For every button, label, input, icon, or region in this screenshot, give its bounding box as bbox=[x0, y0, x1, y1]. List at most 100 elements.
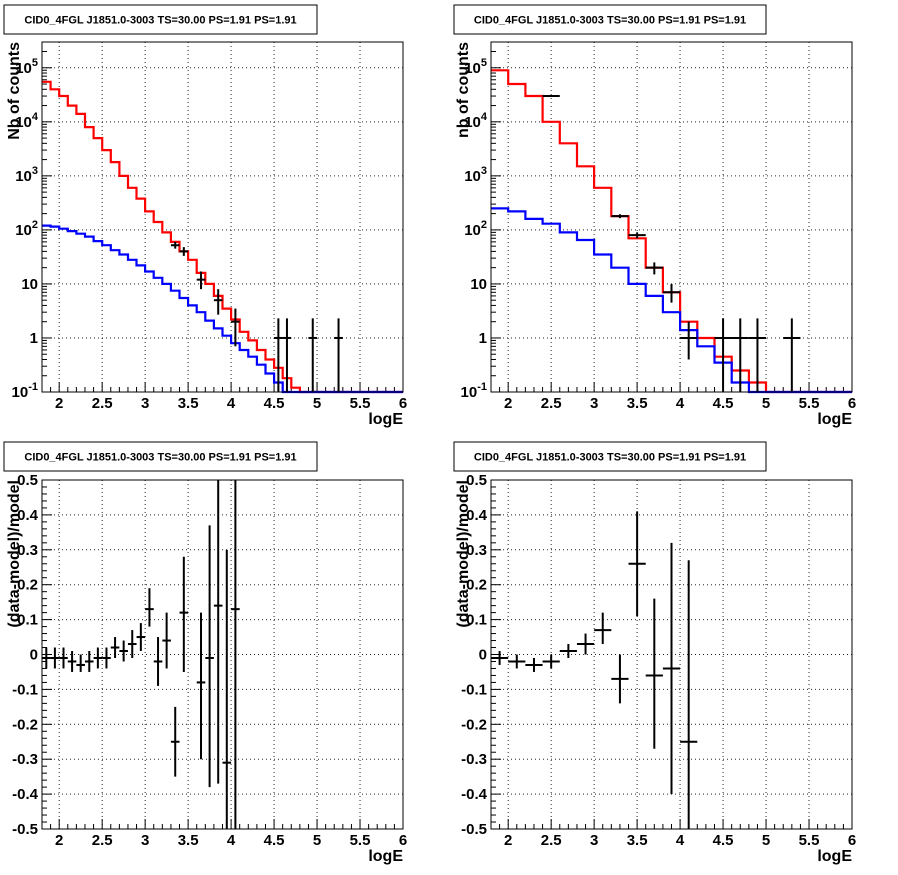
y-axis-title: (data-model)/model bbox=[455, 480, 472, 628]
x-tick-label: 4.5 bbox=[713, 832, 734, 849]
chart-title: CID0_4FGL J1851.0-3003 TS=30.00 PS=1.91 … bbox=[474, 15, 746, 27]
y-tick-label: 102 bbox=[15, 219, 38, 239]
data-point bbox=[67, 651, 77, 672]
data-point bbox=[680, 560, 698, 829]
data-point bbox=[145, 588, 154, 627]
x-tick-label: 5 bbox=[313, 395, 321, 412]
x-tick-label: 6 bbox=[848, 832, 856, 849]
x-tick-label: 2.5 bbox=[541, 395, 562, 412]
x-tick-label: 3.5 bbox=[627, 395, 648, 412]
data-point bbox=[491, 651, 509, 665]
x-tick-label: 3.5 bbox=[178, 832, 199, 849]
data-point bbox=[110, 637, 120, 658]
x-tick-label: 4.5 bbox=[713, 395, 734, 412]
x-tick-label: 2.5 bbox=[92, 395, 113, 412]
y-tick-label: 105 bbox=[464, 57, 487, 77]
data-point bbox=[231, 308, 240, 347]
y-tick-label: -0.4 bbox=[461, 786, 488, 803]
data-point bbox=[662, 283, 681, 303]
x-tick-label: 2 bbox=[55, 395, 63, 412]
y-tick-label: -0.3 bbox=[461, 751, 487, 768]
y-tick-label: -0.5 bbox=[461, 821, 487, 838]
chart-title: CID0_4FGL J1851.0-3003 TS=30.00 PS=1.91 … bbox=[474, 452, 746, 464]
title-box: CID0_4FGL J1851.0-3003 TS=30.00 PS=1.91 … bbox=[453, 441, 767, 472]
data-point bbox=[576, 633, 595, 655]
x-tick-label: 3.5 bbox=[627, 832, 648, 849]
y-tick-label: 0.3 bbox=[466, 542, 487, 559]
x-tick-label: 3 bbox=[590, 832, 598, 849]
x-axis-title: logE bbox=[817, 411, 852, 428]
y-tick-label: 10 bbox=[470, 276, 487, 293]
y-tick-label: 103 bbox=[15, 165, 38, 185]
y-tick-label: -0.5 bbox=[12, 821, 38, 838]
data-point bbox=[205, 525, 214, 788]
x-tick-label: 5 bbox=[313, 832, 321, 849]
data-point bbox=[196, 271, 206, 290]
data-point bbox=[783, 318, 801, 392]
data-point bbox=[196, 612, 206, 760]
x-tick-label: 3.5 bbox=[178, 395, 199, 412]
x-tick-label: 2 bbox=[55, 832, 63, 849]
data-point bbox=[525, 657, 543, 672]
grid bbox=[42, 42, 403, 392]
data-point bbox=[594, 612, 612, 645]
title-box: CID0_4FGL J1851.0-3003 TS=30.00 PS=1.91 … bbox=[3, 441, 318, 472]
y-tick-label: 0 bbox=[479, 647, 487, 664]
y-tick-label: 102 bbox=[464, 219, 487, 239]
axis-ticks bbox=[41, 41, 404, 393]
data-point bbox=[213, 480, 223, 784]
x-tick-label: 5.5 bbox=[350, 395, 371, 412]
y-tick-label: -0.1 bbox=[461, 681, 487, 698]
x-tick-label: 6 bbox=[399, 832, 407, 849]
plot-frame bbox=[490, 479, 853, 830]
x-tick-label: 3 bbox=[590, 395, 598, 412]
data-point bbox=[170, 241, 180, 249]
data-point bbox=[59, 647, 68, 669]
data-point bbox=[334, 318, 343, 392]
x-tick-label: 5.5 bbox=[799, 395, 820, 412]
axis-ticks bbox=[490, 41, 853, 393]
plot-frame bbox=[490, 41, 853, 393]
y-tick-label: 0.4 bbox=[17, 507, 39, 524]
y-tick-label: 10-1 bbox=[461, 381, 487, 401]
y-tick-label: 103 bbox=[464, 165, 487, 185]
data-point bbox=[611, 654, 629, 704]
y-tick-label: 0 bbox=[30, 647, 38, 664]
y-tick-label: -0.1 bbox=[12, 681, 38, 698]
data-point bbox=[559, 644, 577, 658]
x-axis-title: logE bbox=[817, 848, 852, 865]
y-tick-label: -0.3 bbox=[12, 751, 38, 768]
data-point bbox=[542, 654, 560, 669]
data-point bbox=[76, 654, 85, 672]
x-tick-label: 3 bbox=[141, 395, 149, 412]
title-box: CID0_4FGL J1851.0-3003 TS=30.00 PS=1.91 … bbox=[453, 4, 767, 35]
x-tick-label: 4 bbox=[227, 395, 236, 412]
y-tick-label: 0.5 bbox=[17, 472, 38, 489]
title-box-frame bbox=[3, 4, 318, 35]
chart-title: CID0_4FGL J1851.0-3003 TS=30.00 PS=1.91 … bbox=[24, 15, 296, 27]
histogram-total bbox=[491, 69, 852, 394]
plot-frame bbox=[41, 41, 404, 393]
panel-top-left: 2 2.5 3 3.5 4 4.5 5 5.5 6 10-1 1 10 102 103 104 105 logE… bbox=[3, 4, 407, 428]
title-box-frame bbox=[453, 4, 767, 35]
x-tick-label: 6 bbox=[399, 395, 407, 412]
y-tick-label: 0.2 bbox=[17, 577, 38, 594]
x-tick-label: 3 bbox=[141, 832, 149, 849]
axis-ticks bbox=[41, 479, 404, 830]
grid bbox=[42, 480, 403, 829]
title-box-frame bbox=[453, 441, 767, 472]
data-point bbox=[628, 511, 646, 617]
data-point bbox=[170, 706, 180, 777]
y-tick-label: 0.1 bbox=[17, 612, 38, 629]
x-tick-label: 4 bbox=[227, 832, 236, 849]
data-point bbox=[213, 289, 223, 315]
title-box: CID0_4FGL J1851.0-3003 TS=30.00 PS=1.91 … bbox=[3, 4, 318, 35]
y-tick-label: 0.1 bbox=[466, 612, 487, 629]
data-point bbox=[542, 95, 560, 98]
x-tick-label: 4.5 bbox=[264, 832, 285, 849]
chart-title: CID0_4FGL J1851.0-3003 TS=30.00 PS=1.91 … bbox=[24, 452, 296, 464]
x-tick-label: 5.5 bbox=[350, 832, 371, 849]
y-tick-label: 0.2 bbox=[466, 577, 487, 594]
panel-bottom-left: 2 2.5 3 3.5 4 4.5 5 5.5 6 -0.5 -0.4 -0.3 -0.2 -0.1 0 0.… bbox=[3, 441, 407, 865]
